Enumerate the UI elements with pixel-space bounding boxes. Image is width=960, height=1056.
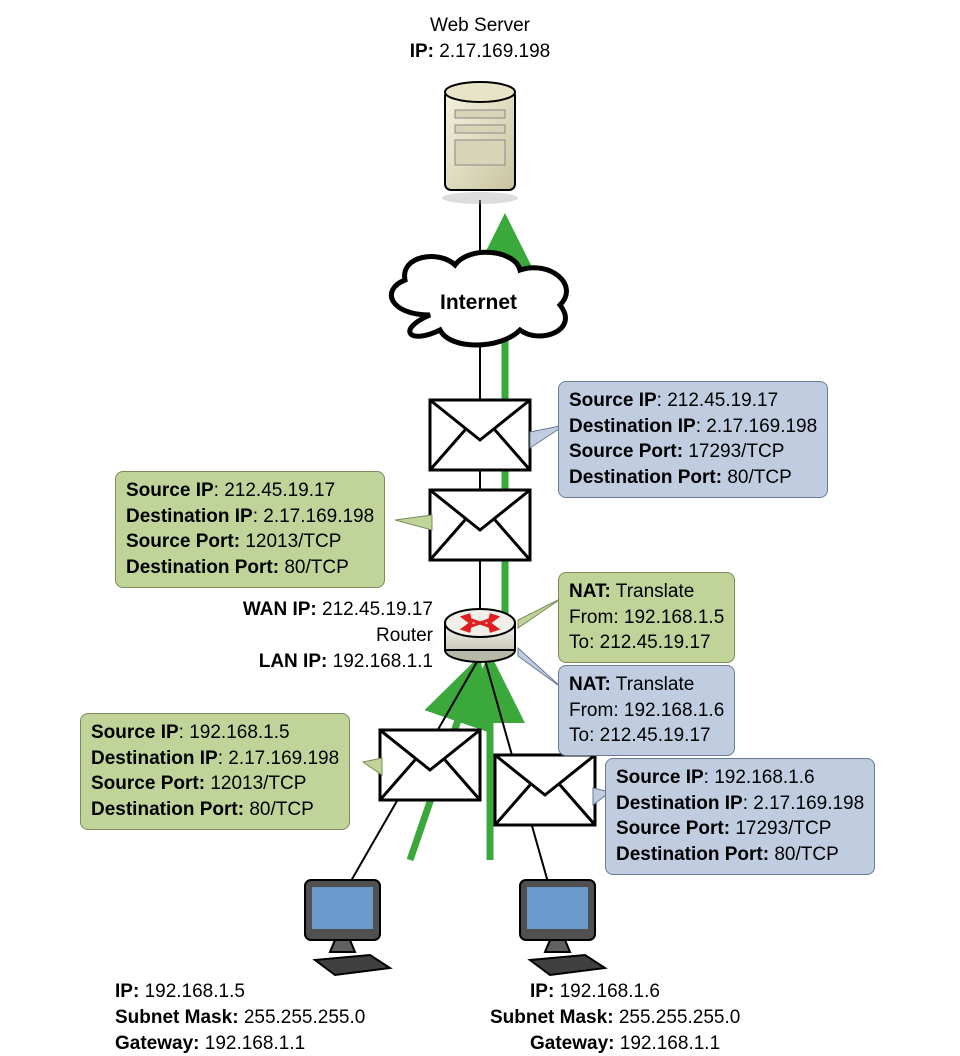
- router-icon: [445, 609, 515, 662]
- pc2-gw: Gateway: 192.168.1.1: [530, 1032, 720, 1056]
- internet-label: Internet: [440, 290, 517, 316]
- pc-icon: [305, 880, 390, 975]
- pc1-ip: IP: 192.168.1.5: [115, 980, 245, 1004]
- pc2-ip: IP: 192.168.1.6: [530, 980, 660, 1004]
- envelope-icon: [495, 755, 595, 825]
- envelope-icon: [380, 730, 480, 800]
- server-icon: [442, 82, 518, 204]
- server-title: Web Server: [0, 14, 960, 38]
- router-wan: WAN IP: 212.45.19.17: [243, 598, 433, 622]
- pc1-sm: Subnet Mask: 255.255.255.0: [115, 1006, 365, 1030]
- packet-green-top: Source IP: 212.45.19.17 Destination IP: …: [115, 471, 385, 588]
- pc1-gw: Gateway: 192.168.1.1: [115, 1032, 305, 1056]
- packet-blue-top: Source IP: 212.45.19.17 Destination IP: …: [558, 381, 828, 498]
- pc2-sm: Subnet Mask: 255.255.255.0: [490, 1006, 740, 1030]
- pc-icon: [520, 880, 605, 975]
- router-name: Router: [376, 624, 433, 648]
- server-ip: IP: 2.17.169.198: [0, 40, 960, 64]
- envelope-icon: [430, 490, 530, 560]
- nat-box-1: NAT: Translate From: 192.168.1.5 To: 212…: [558, 572, 735, 663]
- packet-green-bot: Source IP: 192.168.1.5 Destination IP: 2…: [80, 713, 350, 830]
- packet-blue-bot: Source IP: 192.168.1.6 Destination IP: 2…: [605, 758, 875, 875]
- router-lan: LAN IP: 192.168.1.1: [259, 650, 433, 674]
- nat-box-2: NAT: Translate From: 192.168.1.6 To: 212…: [558, 665, 735, 756]
- envelope-icon: [430, 400, 530, 470]
